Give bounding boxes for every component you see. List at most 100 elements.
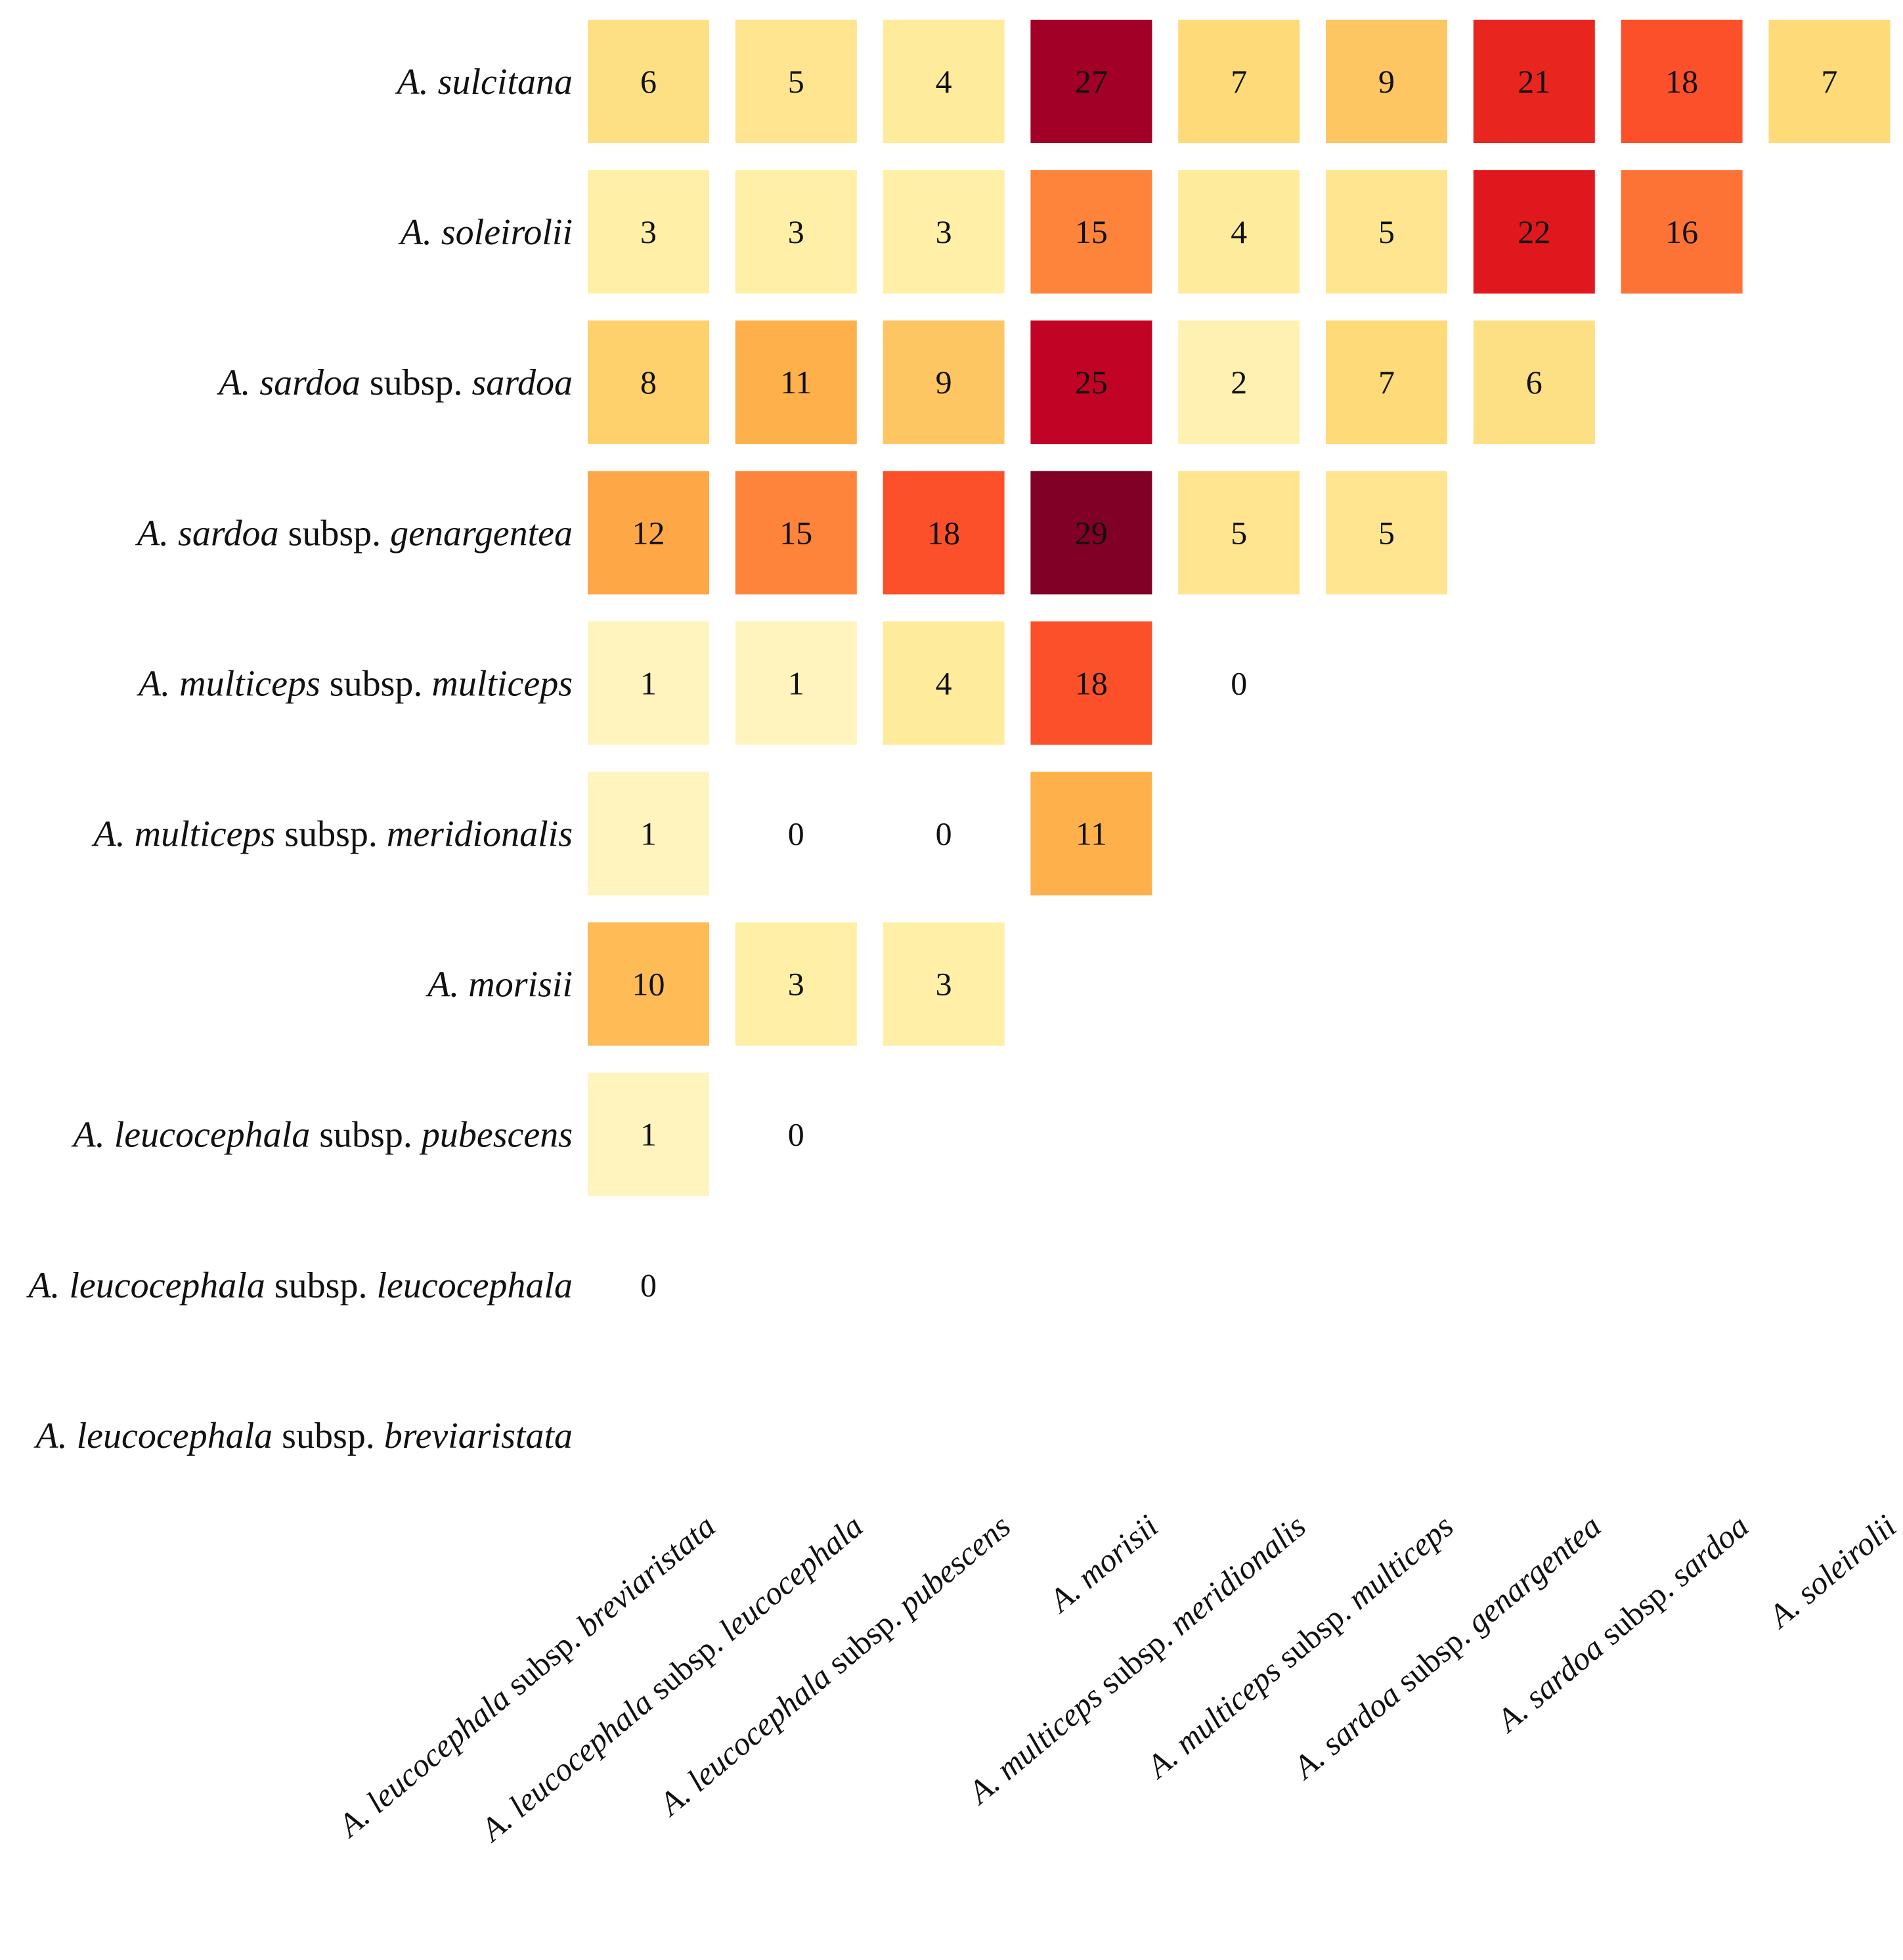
column-label-sardoa-sardoa: A. sardoa subsp. sardoa [1488, 1508, 1755, 1740]
cell-value-r3-c3: 29 [1075, 514, 1108, 551]
column-label-infra-text: meridionalis [1162, 1508, 1313, 1642]
column-label-species-text: soleirolii [1789, 1508, 1903, 1611]
column-label-infra-text: pubescens [888, 1508, 1017, 1624]
cell-value-r4-c2: 4 [936, 664, 952, 701]
column-label-sardoa-genargentea: A. sardoa subsp. genargentea [1284, 1508, 1608, 1787]
column-label-rank-text: subsp. [1264, 1588, 1364, 1680]
heatmap-cell-r1-c5 [1326, 170, 1447, 294]
cell-value-r1-c0: 3 [640, 213, 657, 250]
heatmap-cell-r5-c0 [588, 772, 709, 896]
heatmap-cell-r0-c2 [883, 20, 1005, 143]
column-label-species-text: morisii [1070, 1508, 1165, 1596]
column-label-infra-text: genargentea [1459, 1508, 1608, 1640]
row-label-genus-text: A. [135, 513, 178, 554]
heatmap-cell-r0-c8 [1768, 20, 1891, 143]
row-label-sulcitana: A. sulcitana [394, 62, 573, 102]
heatmap-cell-r2-c0 [588, 320, 709, 445]
heatmap-cell-r1-c4 [1178, 170, 1300, 294]
cell-value-r5-c1: 0 [788, 816, 804, 852]
cell-value-r3-c2: 18 [927, 514, 960, 551]
column-label-rank-text: subsp. [1085, 1614, 1185, 1706]
heatmap-cell-r0-c6 [1473, 20, 1595, 143]
heatmap-cell-r0-c4 [1178, 20, 1300, 143]
heatmap-cell-r3-c5 [1326, 471, 1447, 595]
cell-value-r3-c5: 5 [1378, 514, 1395, 551]
cell-value-r1-c7: 16 [1665, 213, 1698, 250]
row-label-species-text: leucocephala [77, 1416, 273, 1456]
cell-value-r1-c5: 5 [1378, 213, 1395, 250]
heatmap-cell-r2-c3 [1030, 320, 1152, 445]
cell-value-r2-c3: 25 [1075, 364, 1108, 401]
row-label-sardoa-sardoa: A. sardoa subsp. sardoa [216, 362, 573, 403]
cell-value-r6-c2: 3 [936, 966, 952, 1003]
heatmap-cell-r1-c1 [735, 170, 857, 294]
cell-value-r5-c3: 11 [1076, 816, 1107, 852]
heatmap-cell-r2-c2 [883, 320, 1005, 445]
heatmap-cell-r1-c6 [1473, 170, 1595, 294]
column-label-rank-text: subsp. [493, 1615, 593, 1707]
heatmap-cell-r0-c5 [1326, 20, 1447, 143]
row-label-rank-text: subsp. [310, 1115, 422, 1156]
column-label-rank-text: subsp. [1586, 1565, 1686, 1657]
row-label-species-text: multiceps [135, 814, 276, 855]
heatmap-cell-r0-c7 [1621, 20, 1743, 143]
heatmap-cell-r4-c1 [735, 621, 857, 745]
cell-value-r3-c4: 5 [1231, 514, 1247, 551]
cell-value-r1-c6: 22 [1518, 213, 1550, 250]
row-label-genus-text: A. [26, 1265, 69, 1306]
heatmap-cell-r3-c4 [1178, 471, 1300, 595]
column-label-rank-text: subsp. [636, 1620, 735, 1712]
cell-value-r0-c8: 7 [1821, 63, 1837, 100]
cell-value-r0-c7: 18 [1665, 63, 1698, 100]
cell-value-r4-c3: 18 [1075, 664, 1108, 701]
cell-value-r0-c3: 27 [1075, 63, 1108, 100]
cell-value-r3-c1: 15 [779, 514, 812, 551]
cell-value-r6-c0: 10 [632, 966, 665, 1003]
cell-value-r1-c4: 4 [1231, 213, 1247, 250]
cell-value-r0-c6: 21 [1518, 63, 1550, 100]
cell-value-r2-c1: 11 [780, 364, 812, 401]
row-label-species-text: sardoa [259, 362, 361, 403]
row-label-infra-text: genargentea [390, 513, 573, 554]
heatmap-cell-r4-c0 [588, 621, 709, 745]
heatmap-cell-r0-c1 [735, 20, 857, 143]
row-label-genus-text: A. [216, 362, 259, 403]
cell-value-r2-c5: 7 [1378, 364, 1395, 401]
row-label-infra-text: sardoa [471, 362, 573, 403]
row-label-leucocephala-pubescens: A. leucocephala subsp. pubescens [70, 1115, 573, 1156]
cell-value-r5-c0: 1 [640, 816, 657, 852]
row-label-genus-text: A. [136, 663, 179, 704]
row-label-infra-text: leucocephala [376, 1265, 573, 1306]
row-label-morisii: A. morisii [425, 965, 573, 1005]
row-label-species-text: leucocephala [114, 1115, 311, 1156]
cell-value-r2-c0: 8 [640, 364, 657, 401]
cell-value-r2-c4: 2 [1231, 364, 1247, 401]
heatmap-cell-r4-c2 [883, 621, 1005, 745]
cell-value-r1-c3: 15 [1075, 213, 1108, 250]
cell-value-r5-c2: 0 [936, 816, 952, 852]
row-label-genus-text: A. [70, 1115, 114, 1156]
column-label-infra-text: multiceps [1340, 1508, 1460, 1617]
row-label-rank-text: subsp. [273, 1416, 384, 1456]
row-label-species-text: sulcitana [438, 62, 573, 102]
heatmap-cell-r2-c1 [735, 320, 857, 445]
row-label-leucocephala-leucocephala: A. leucocephala subsp. leucocephala [26, 1265, 573, 1306]
row-label-infra-text: meridionalis [387, 814, 573, 855]
row-label-genus-text: A. [398, 212, 441, 253]
cell-value-r0-c5: 9 [1378, 63, 1395, 100]
cell-value-r0-c2: 4 [936, 63, 952, 100]
cell-value-r8-c0: 0 [640, 1267, 657, 1303]
heatmap-cell-r1-c0 [588, 170, 709, 294]
heatmap-cell-r3-c0 [588, 471, 709, 595]
heatmap-cell-r7-c0 [588, 1072, 709, 1196]
row-label-genus-text: A. [394, 62, 437, 102]
row-label-rank-text: subsp. [265, 1265, 377, 1306]
heatmap-cell-r2-c6 [1473, 320, 1595, 445]
heatmap-cell-r3-c3 [1030, 471, 1152, 595]
heatmap-cell-r1-c7 [1621, 170, 1743, 294]
row-label-species-text: sardoa [178, 513, 279, 554]
cell-value-r0-c4: 7 [1231, 63, 1247, 100]
column-label-rank-text: subsp. [1383, 1612, 1483, 1704]
row-label-infra-text: pubescens [419, 1115, 573, 1156]
